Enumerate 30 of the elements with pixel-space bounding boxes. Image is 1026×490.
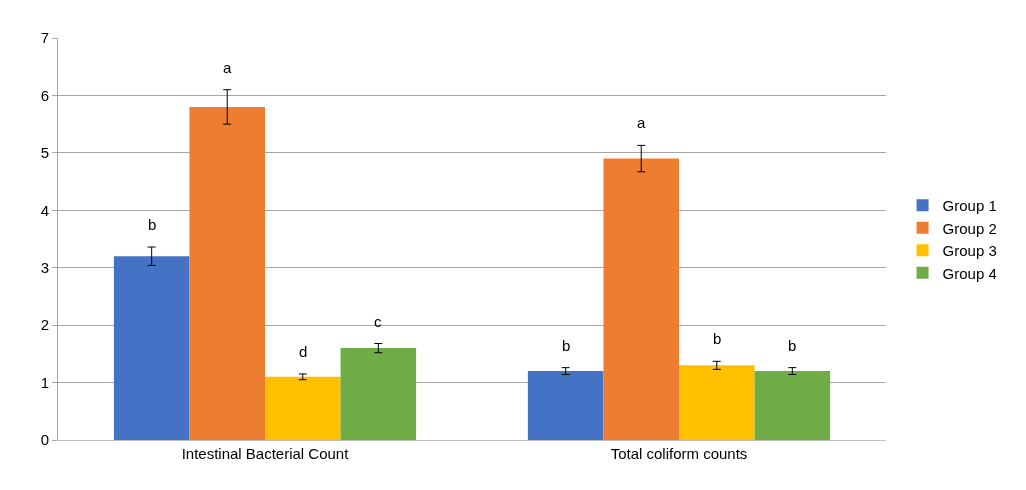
x-tick-label: Total coliform counts <box>610 445 748 462</box>
legend-label: Group 2 <box>942 219 997 237</box>
data-label: a <box>223 59 232 76</box>
y-tick-label: 1 <box>40 373 49 391</box>
y-tick-label: 2 <box>40 316 49 334</box>
bar <box>679 365 755 440</box>
data-label: a <box>637 114 646 131</box>
bar <box>265 376 341 440</box>
bar <box>603 158 679 440</box>
legend-label: Group 3 <box>942 242 997 260</box>
bar <box>754 371 831 440</box>
data-label: b <box>148 216 157 233</box>
bar <box>527 371 604 440</box>
x-tick-label: Intestinal Bacterial Count <box>181 445 350 462</box>
y-tick-label: 3 <box>40 258 49 276</box>
y-tick-label: 0 <box>40 431 49 449</box>
legend-label: Group 4 <box>942 264 997 282</box>
data-label: b <box>562 337 571 354</box>
y-tick-label: 5 <box>40 144 49 162</box>
bar <box>340 348 417 440</box>
data-label: c <box>374 313 382 330</box>
legend-label: Group 1 <box>942 197 997 215</box>
data-label: b <box>788 337 797 354</box>
y-tick-label: 7 <box>40 29 49 47</box>
y-tick-label: 4 <box>40 201 49 219</box>
y-tick-label: 6 <box>40 86 49 104</box>
bar <box>113 256 190 440</box>
data-label: d <box>299 343 308 360</box>
bar <box>189 106 265 440</box>
data-label: b <box>713 330 722 347</box>
